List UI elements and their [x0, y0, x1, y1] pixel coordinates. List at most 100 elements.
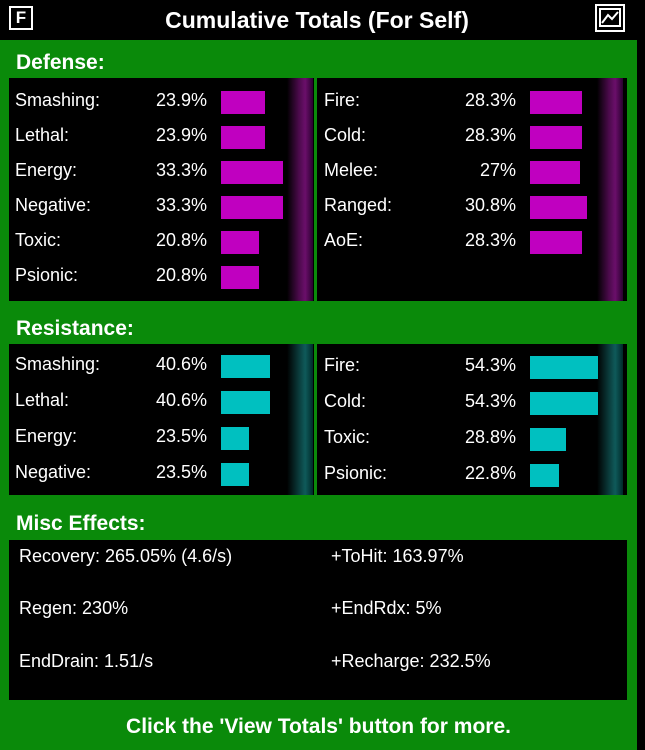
f-button[interactable]: F — [9, 6, 33, 30]
defense-left-row: Lethal: 23.9% — [15, 119, 285, 153]
defense-right-value: 28.3% — [464, 125, 516, 145]
resistance-right-label: Toxic: — [324, 427, 371, 447]
resistance-right-row: Cold: 54.3% — [324, 385, 598, 419]
defense-left-bar — [221, 266, 259, 289]
defense-right-label: Ranged: — [324, 195, 393, 215]
misc-regen: Regen: 230% — [19, 598, 129, 618]
resistance-panel: Smashing: 40.6% Lethal: 40.6% Energy: 23.5% Ne… — [9, 344, 627, 495]
resistance-right-bar — [530, 356, 598, 379]
resistance-left-label: Smashing: — [15, 354, 101, 374]
defense-left-value: 33.3% — [155, 195, 207, 215]
resistance-divider — [314, 344, 317, 495]
resistance-left-bar — [221, 391, 270, 414]
resistance-right-label: Psionic: — [324, 463, 388, 483]
defense-right-row: Melee: 27% — [324, 154, 594, 188]
resistance-left-row: Lethal: 40.6% — [15, 384, 285, 418]
resistance-right-bar — [530, 464, 559, 487]
defense-panel: Smashing: 23.9% Lethal: 23.9% Energy: 33.3% Ne… — [9, 78, 627, 301]
graph-window-icon[interactable] — [595, 4, 625, 32]
defense-left-row: Smashing: 23.9% — [15, 84, 285, 118]
defense-right-value: 28.3% — [464, 230, 516, 250]
resistance-left-bar — [221, 355, 270, 378]
resistance-heading: Resistance: — [16, 317, 134, 340]
defense-left-bar — [221, 231, 259, 254]
misc-recovery: Recovery: 265.05% (4.6/s) — [19, 546, 233, 566]
resistance-left-value: 40.6% — [155, 354, 207, 374]
defense-right-label: AoE: — [324, 230, 364, 250]
defense-right-bar — [530, 161, 580, 184]
defense-right-value: 27% — [479, 160, 516, 180]
defense-right-label: Fire: — [324, 90, 360, 110]
defense-right-row: Ranged: 30.8% — [324, 189, 594, 223]
resistance-right-value: 22.8% — [464, 463, 516, 483]
defense-left-row: Psionic: 20.8% — [15, 259, 285, 293]
resistance-right-row: Psionic: 22.8% — [324, 457, 594, 491]
misc-panel: Recovery: 265.05% (4.6/s) +ToHit: 163.97… — [9, 540, 627, 700]
defense-left-row: Toxic: 20.8% — [15, 224, 285, 258]
defense-left-value: 20.8% — [155, 265, 207, 285]
misc-endrdx: +EndRdx: 5% — [331, 598, 442, 618]
window-title: Cumulative Totals (For Self) — [50, 4, 584, 36]
resistance-right-bar — [530, 392, 598, 415]
defense-right-value: 28.3% — [464, 90, 516, 110]
defense-left-row: Energy: 33.3% — [15, 154, 285, 188]
resistance-right-row: Toxic: 28.8% — [324, 421, 594, 455]
defense-left-row: Negative: 33.3% — [15, 189, 285, 223]
misc-heading: Misc Effects: — [16, 512, 146, 535]
defense-left-glow — [287, 78, 313, 301]
defense-left-label: Energy: — [15, 160, 78, 180]
resistance-right-label: Cold: — [324, 391, 367, 411]
resistance-left-row: Smashing: 40.6% — [15, 348, 285, 382]
resistance-left-label: Lethal: — [15, 390, 70, 410]
defense-left-value: 20.8% — [155, 230, 207, 250]
defense-right-value: 30.8% — [464, 195, 516, 215]
footer-hint: Click the 'View Totals' button for more. — [126, 715, 511, 738]
defense-right-row: Fire: 28.3% — [324, 84, 594, 118]
defense-right-bar — [530, 231, 582, 254]
resistance-left-value: 40.6% — [155, 390, 207, 410]
title-bar: F Cumulative Totals (For Self) — [0, 0, 637, 40]
resistance-left-row: Energy: 23.5% — [15, 420, 285, 454]
defense-right-bar — [530, 126, 582, 149]
resistance-right-value: 54.3% — [464, 391, 516, 411]
resistance-right-row: Fire: 54.3% — [324, 349, 598, 383]
resistance-left-glow — [287, 344, 313, 495]
misc-enddrain: EndDrain: 1.51/s — [19, 651, 154, 671]
defense-left-value: 23.9% — [155, 125, 207, 145]
misc-recharge: +Recharge: 232.5% — [331, 651, 491, 671]
defense-right-bar — [530, 91, 582, 114]
defense-right-bar — [530, 196, 587, 219]
defense-left-bar — [221, 161, 283, 184]
resistance-left-value: 23.5% — [155, 462, 207, 482]
defense-right-glow — [597, 78, 623, 301]
defense-right-label: Melee: — [324, 160, 379, 180]
resistance-right-value: 28.8% — [464, 427, 516, 447]
resistance-left-label: Negative: — [15, 462, 92, 482]
defense-divider — [314, 78, 317, 301]
defense-left-bar — [221, 196, 283, 219]
resistance-right-value: 54.3% — [464, 355, 516, 375]
defense-right-label: Cold: — [324, 125, 367, 145]
defense-left-label: Smashing: — [15, 90, 101, 110]
defense-left-label: Psionic: — [15, 265, 79, 285]
defense-left-bar — [221, 126, 265, 149]
defense-left-label: Negative: — [15, 195, 92, 215]
defense-left-value: 23.9% — [155, 90, 207, 110]
resistance-left-row: Negative: 23.5% — [15, 456, 285, 490]
defense-right-row: AoE: 28.3% — [324, 224, 594, 258]
misc-tohit: +ToHit: 163.97% — [331, 546, 464, 566]
defense-right-row: Cold: 28.3% — [324, 119, 594, 153]
defense-left-label: Lethal: — [15, 125, 70, 145]
resistance-left-bar — [221, 463, 249, 486]
resistance-right-bar — [530, 428, 566, 451]
defense-left-bar — [221, 91, 265, 114]
resistance-left-bar — [221, 427, 249, 450]
resistance-right-glow — [597, 344, 623, 495]
defense-heading: Defense: — [16, 51, 105, 74]
resistance-left-label: Energy: — [15, 426, 78, 446]
defense-left-label: Toxic: — [15, 230, 62, 250]
resistance-right-label: Fire: — [324, 355, 360, 375]
resistance-left-value: 23.5% — [155, 426, 207, 446]
defense-left-value: 33.3% — [155, 160, 207, 180]
